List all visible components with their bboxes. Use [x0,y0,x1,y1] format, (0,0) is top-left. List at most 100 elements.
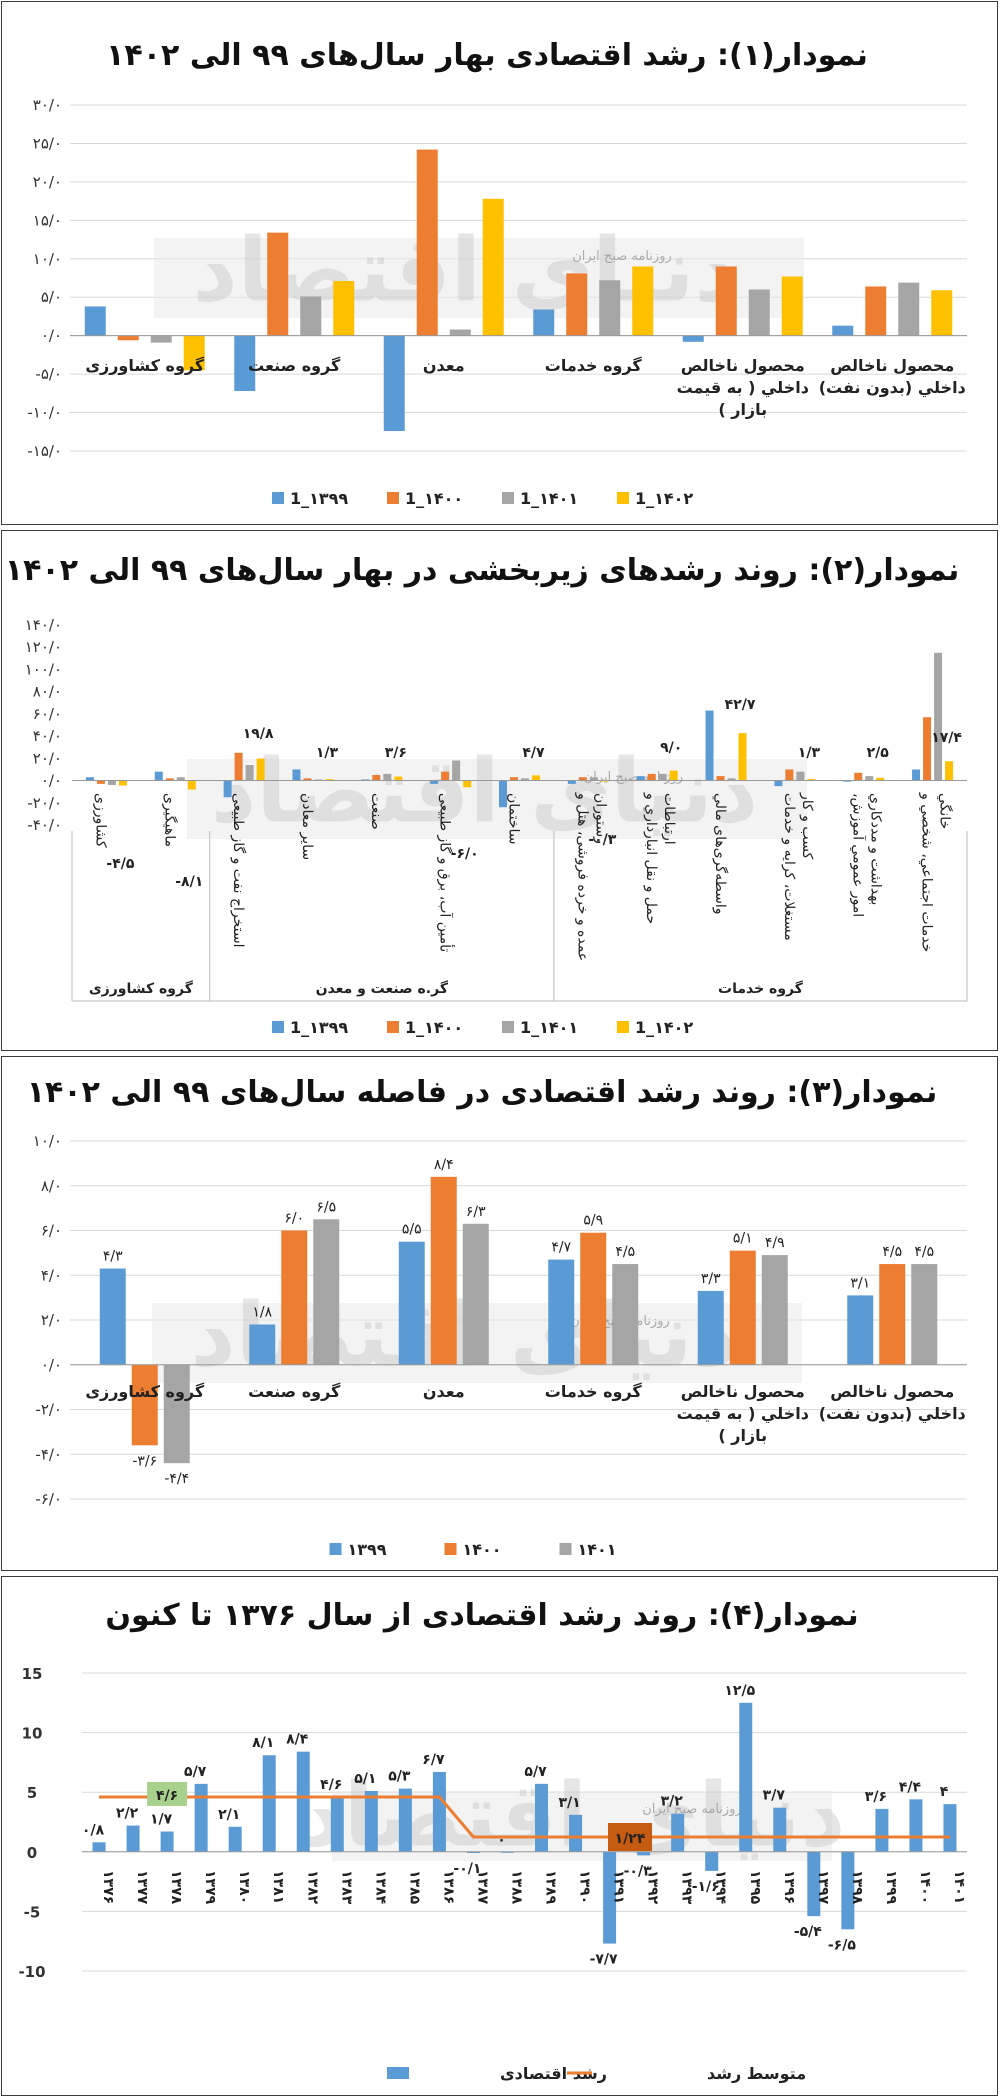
legend-swatch-2 [502,1021,514,1033]
data-label: ۸/۱ [252,1735,274,1751]
category-label-6: ساختمان [506,793,522,845]
data-label: ۰/۸ [82,1822,105,1838]
data-label: ۵/۹ [583,1213,603,1229]
bar-1-0-9 [705,710,714,781]
data-label: ۱۲/۵ [724,1683,755,1699]
legend-label-0: رشد اقتصادی [500,2064,607,2083]
bar-0-2-0 [150,335,172,343]
bar-3-16 [637,1851,651,1856]
x-tick-label: ۱۳۸۶ [440,1870,456,1904]
bar-1-1-5 [441,771,450,781]
category-label-12: خدمات اجتماعي، شخصي و [919,792,935,952]
bar-3-3 [194,1783,208,1852]
bar-1-3-6 [532,775,540,781]
legend-swatch-0 [272,1021,284,1033]
bar-3-24 [909,1799,923,1852]
bar-1-1-3 [303,778,312,781]
category-label-2: استخراج نفت و گاز طبیعی [230,793,247,948]
data-label: ۳/۱ [850,1275,870,1291]
data-label: ۱/۷ [150,1812,173,1828]
bar-0-0-2 [383,335,405,432]
y-tick-label: ۲۰/۰ [33,749,62,767]
y-tick-label: ۸۰/۰ [33,683,62,701]
data-label: ۴/۶ [320,1777,342,1793]
y-tick-label: ۲۵/۰ [33,134,62,152]
data-label: ۵/۱ [733,1231,753,1247]
data-label: ۶/۰ [284,1211,304,1227]
bar-3-18 [705,1851,719,1871]
bar-0-1-5 [865,286,887,336]
y-tick-label: ۲/۰ [41,1311,62,1329]
bar-0-3-1 [333,281,355,336]
y-tick-label: -۶/۰ [35,1490,62,1508]
bar-1-0-2 [223,780,232,798]
bar-0-3-4 [781,276,803,336]
y-tick-label: ۴۰/۰ [33,727,62,745]
bar-0-3-3 [632,266,654,336]
bar-3-7 [330,1796,344,1852]
x-tick-label: ۱۳۹۴ [713,1870,729,1905]
data-label: ۰ [497,1832,506,1848]
bar-3-1 [126,1825,140,1852]
bar-1-0-8 [636,776,645,781]
bar-1-0-6 [499,780,507,808]
bar-1-1-6 [510,777,518,781]
bar-0-1-4 [715,266,737,336]
legend-swatch-2 [502,492,514,504]
data-label: ۱/۸ [252,1304,272,1320]
bar-2-2-0 [163,1364,190,1464]
legend-label-2: 1_۱۴۰۱ [520,1018,578,1037]
bar-1-3-5 [463,780,472,788]
bar-1-2-10 [796,771,805,781]
bar-0-0-1 [234,335,256,392]
legend-label-1: 1_۱۴۰۰ [405,489,463,508]
data-label: -۰/۳ [588,832,616,848]
data-label: ۵/۷ [524,1764,547,1780]
x-tick-label: ۱۳۹۲ [645,1870,661,1905]
category-label-1: ماهیگیری [161,793,178,847]
data-label: ۶/۷ [422,1752,445,1768]
bar-1-1-2 [234,752,243,781]
watermark-text: دنیای اقتصاد [211,739,758,842]
data-label: ۴/۵ [914,1244,934,1260]
category-label-4: بازار ) [718,1426,767,1445]
data-label: ۳/۶ [385,745,407,761]
legend-swatch-2 [559,1543,572,1555]
y-tick-label: ۴/۰ [41,1266,62,1284]
legend-swatch-3 [617,492,629,504]
y-tick-label: 5 [27,1784,37,1802]
bar-3-9 [398,1788,412,1852]
y-tick-label: -۵/۰ [35,365,62,383]
data-label: ۶/۵ [316,1199,336,1215]
bar-1-2-12 [934,652,943,781]
data-label: -۵/۴ [794,1924,822,1940]
y-tick-label: ۰/۰ [41,327,62,345]
bar-3-8 [364,1791,378,1852]
data-label: ۴/۳ [103,1249,123,1265]
chart-title: نمودار(۲): روند رشدهای زیربخشی در بهار س… [5,553,959,588]
category-label-4: داخلي ( به قیمت [677,378,809,398]
legend-swatch-0 [272,492,284,504]
bar-3-15 [603,1851,617,1944]
category-label-11: بهداشت و مددکاري [868,793,884,905]
bar-1-3-3 [325,779,334,781]
x-tick-label: ۱۳۹۵ [747,1870,763,1905]
bar-1-0-4 [361,779,370,781]
bar-2-0-4 [697,1290,724,1365]
bar-1-3-10 [807,779,816,781]
bar-3-22 [841,1851,855,1930]
y-tick-label: 0 [27,1844,37,1862]
bar-0-0-0 [84,306,106,336]
bar-1-3-11 [876,777,885,781]
data-label: ۱/۳ [316,745,339,761]
bar-3-10 [432,1771,446,1852]
data-label: ۲/۵ [867,745,890,761]
chart-panel-3: نمودار(۳): روند رشد اقتصادی در فاصله سال… [1,1056,998,1571]
data-label: -۷/۷ [590,1952,618,1968]
category-label-4: بازار ) [718,400,767,419]
category-label-1: گروه صنعت [248,356,341,375]
category-label-5: محصول ناخالص [830,356,954,375]
bar-3-5 [262,1755,276,1852]
bar-2-2-3 [612,1264,639,1365]
data-label: -۰/۱ [453,1861,481,1877]
